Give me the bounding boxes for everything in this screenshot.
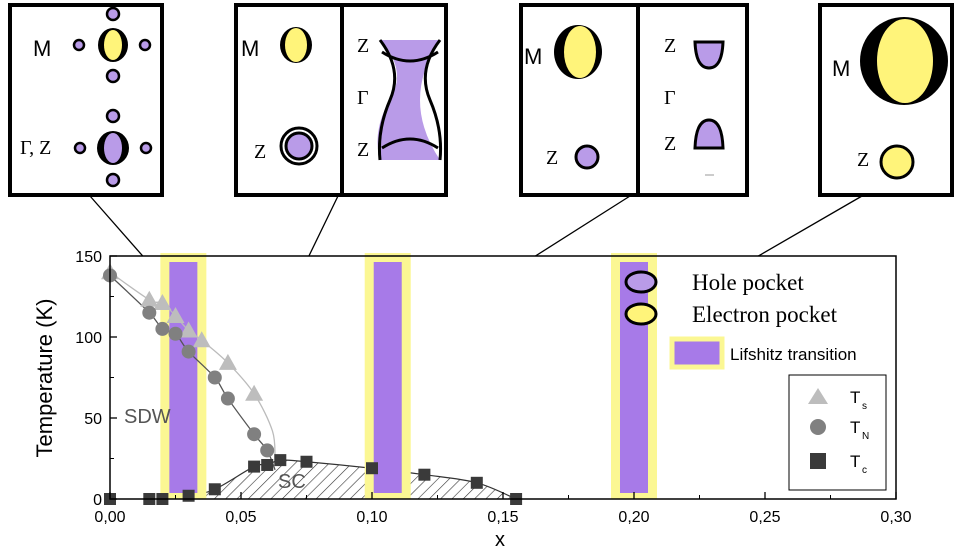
tn-marker [181, 344, 196, 359]
inset1-label-gz: Γ, Z [20, 137, 51, 159]
tn-marker [220, 391, 235, 406]
tc-marker [261, 458, 274, 471]
legend-hole-swatch [624, 270, 658, 294]
inset4-label-z: Z [857, 149, 869, 171]
connector-inset3 [525, 195, 631, 263]
legend-pockets: Hole pocket Electron pocket Lifshitz tra… [624, 270, 857, 370]
lifshitz-bar-1 [169, 262, 198, 493]
inset3-label-m: M [524, 44, 542, 69]
x-tick-label: 0,10 [356, 509, 387, 526]
inset2-hole-pocket [279, 126, 319, 166]
connector-inset4 [747, 195, 863, 263]
legend-tn-label: T [850, 418, 860, 437]
legend-lifshitz-label: Lifshitz transition [730, 345, 857, 364]
legend-electron-swatch [624, 302, 658, 326]
inset1-m-pockets [72, 6, 152, 84]
y-axis-label: Temperature (K) [32, 299, 57, 458]
tn-marker [142, 305, 157, 320]
inset3-label-z-top: Z [664, 35, 676, 57]
x-tick-label: 0,05 [225, 509, 256, 526]
tn-marker [247, 427, 262, 442]
inset2-label-z-bot: Z [357, 139, 369, 161]
legend-ts-marker [808, 388, 828, 404]
tn-marker [207, 370, 222, 385]
legend-lifshitz-swatch [669, 336, 725, 370]
legend-tc-marker [810, 453, 826, 469]
inset-connectors [89, 195, 863, 263]
lifshitz-bars [160, 253, 657, 499]
region-label-sc: SC [278, 471, 306, 493]
lifshitz-bar-2 [373, 262, 402, 493]
region-label-sdw: SDW [124, 406, 171, 428]
x-tick-label: 0,25 [749, 509, 780, 526]
tn-fit-line [110, 274, 276, 471]
legend-tc-label: T [850, 452, 860, 471]
legend-ts-label: T [850, 388, 860, 407]
inset2-label-m: M [241, 36, 259, 61]
tn-marker [155, 321, 170, 336]
ts-marker [192, 331, 211, 348]
inset3-label-z: Z [546, 147, 558, 169]
inset1-label-m: M [33, 36, 51, 61]
legend-tc-sub: c [862, 465, 867, 476]
connector-inset1 [89, 195, 149, 263]
inset4-electron-small [879, 144, 915, 180]
x-axis-label: x [495, 529, 505, 549]
ts-marker [140, 290, 159, 307]
tc-marker [274, 454, 287, 467]
inset-3: M Z Z Γ Z [519, 3, 749, 197]
tc-marker [248, 460, 261, 473]
y-tick-label: 150 [75, 249, 102, 266]
tc-marker [208, 483, 221, 496]
inset2-label-z: Z [254, 141, 266, 163]
inset-4: M Z [818, 3, 954, 197]
axes: 0,00 0,05 0,10 0,15 0,20 0,25 0,30 0 50 100 150 [75, 249, 911, 526]
inset3-label-z-bot: Z [664, 133, 676, 155]
tn-marker [168, 326, 183, 341]
x-tick-label: 0,20 [618, 509, 649, 526]
inset-1: M Γ, Z [8, 3, 164, 197]
tn-marker [260, 443, 275, 458]
ts-marker [245, 384, 264, 401]
inset3-hole-pocket [574, 144, 600, 170]
ts-marker [166, 306, 185, 323]
tc-marker [300, 455, 313, 468]
inset2-hole-tube [377, 40, 440, 160]
y-tick-label: 100 [75, 330, 102, 347]
legend-hole-label: Hole pocket [692, 270, 804, 295]
x-tick-label: 0,30 [880, 509, 911, 526]
inset1-gz-pockets [73, 108, 153, 188]
x-tick-label: 0,15 [487, 509, 518, 526]
legend-tn-marker [810, 419, 826, 435]
ts-marker [153, 293, 172, 310]
ts-marker [218, 353, 237, 370]
legend-temperatures: T s T N T c [788, 374, 887, 491]
legend-electron-label: Electron pocket [692, 302, 838, 327]
inset2-label-gamma: Γ [357, 87, 369, 109]
x-tick-label: 0,00 [94, 509, 125, 526]
y-tick-label: 50 [84, 411, 102, 428]
tc-marker [182, 489, 195, 502]
inset3-hole-top [693, 40, 725, 70]
tc-marker [470, 476, 483, 489]
inset4-label-m: M [832, 56, 850, 81]
ts-marker [179, 321, 198, 338]
data-markers [101, 263, 523, 505]
inset2-label-z-top: Z [357, 35, 369, 57]
plot-area: 0,00 0,05 0,10 0,15 0,20 0,25 0,30 0 50 100 150 SD… [32, 249, 912, 549]
legend-tn-sub: N [862, 431, 869, 442]
tc-marker [366, 462, 378, 475]
y-tick-label: 0 [93, 492, 102, 509]
inset3-hole-bottom [693, 118, 725, 150]
inset-2: M Z Z Γ Z [234, 3, 448, 197]
tc-marker [418, 468, 431, 481]
legend-ts-sub: s [862, 401, 867, 412]
inset3-label-gamma: Γ [664, 87, 676, 109]
lifshitz-bar-3 [620, 262, 648, 493]
connector-inset2 [305, 195, 339, 263]
